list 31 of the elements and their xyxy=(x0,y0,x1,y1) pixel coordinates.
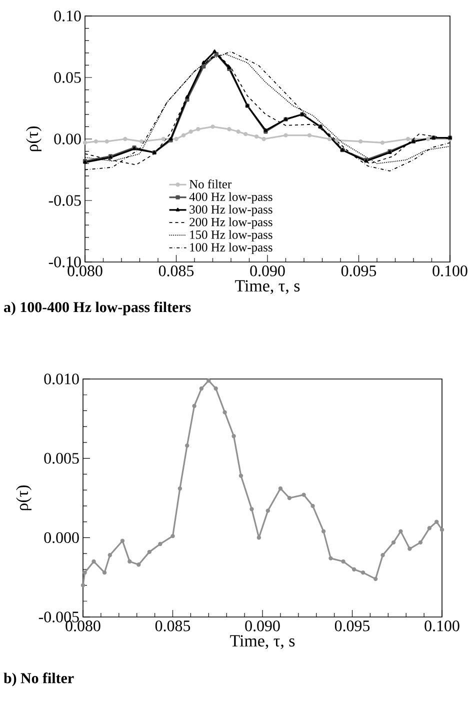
legend-label: 150 Hz low-pass xyxy=(190,230,272,242)
x-tick-label: 0.080 xyxy=(68,266,102,276)
y-tick-label: 0.005 xyxy=(44,452,79,464)
y-tick-label: 0.10 xyxy=(54,10,81,22)
text: b) No filter xyxy=(4,672,74,686)
x-tick-label: 0.090 xyxy=(250,266,285,276)
legend-label: 200 Hz low-pass xyxy=(190,218,272,229)
x-tick-label: 0.090 xyxy=(245,620,280,632)
y-tick-label: -0.005 xyxy=(38,612,79,622)
y-tick-label: 0.010 xyxy=(44,374,79,384)
x-tick-label: 0.095 xyxy=(334,620,370,632)
x-tick-label: 0.085 xyxy=(155,620,190,632)
x-tick-label: 0.095 xyxy=(341,266,376,276)
y-axis-title: ρ(τ) xyxy=(16,485,32,510)
y-tick-label: -0.10 xyxy=(48,256,81,268)
y-tick-label: 0.05 xyxy=(54,72,81,83)
y-axis-title: ρ(τ) xyxy=(26,126,42,152)
x-tick-label: 0.100 xyxy=(424,620,460,632)
legend-label: No filter xyxy=(189,180,232,188)
text: a) 100-400 Hz low-pass filters xyxy=(4,302,191,316)
legend-label: 300 Hz low-pass xyxy=(190,204,272,216)
y-tick-label: 0.00 xyxy=(54,134,81,144)
y-tick-label: -0.05 xyxy=(48,195,81,206)
legend-label: 400 Hz low-pass xyxy=(189,192,272,204)
x-tick-label: 0.085 xyxy=(158,266,194,276)
x-axis-title: Time, τ, s xyxy=(230,635,295,650)
x-axis-title: Time, τ, s xyxy=(235,280,300,294)
legend-label: 100 Hz low-pass xyxy=(190,242,272,254)
x-tick-label: 0.100 xyxy=(432,266,468,276)
x-tick-label: 0.080 xyxy=(66,620,100,632)
y-tick-label: 0.000 xyxy=(44,532,79,544)
